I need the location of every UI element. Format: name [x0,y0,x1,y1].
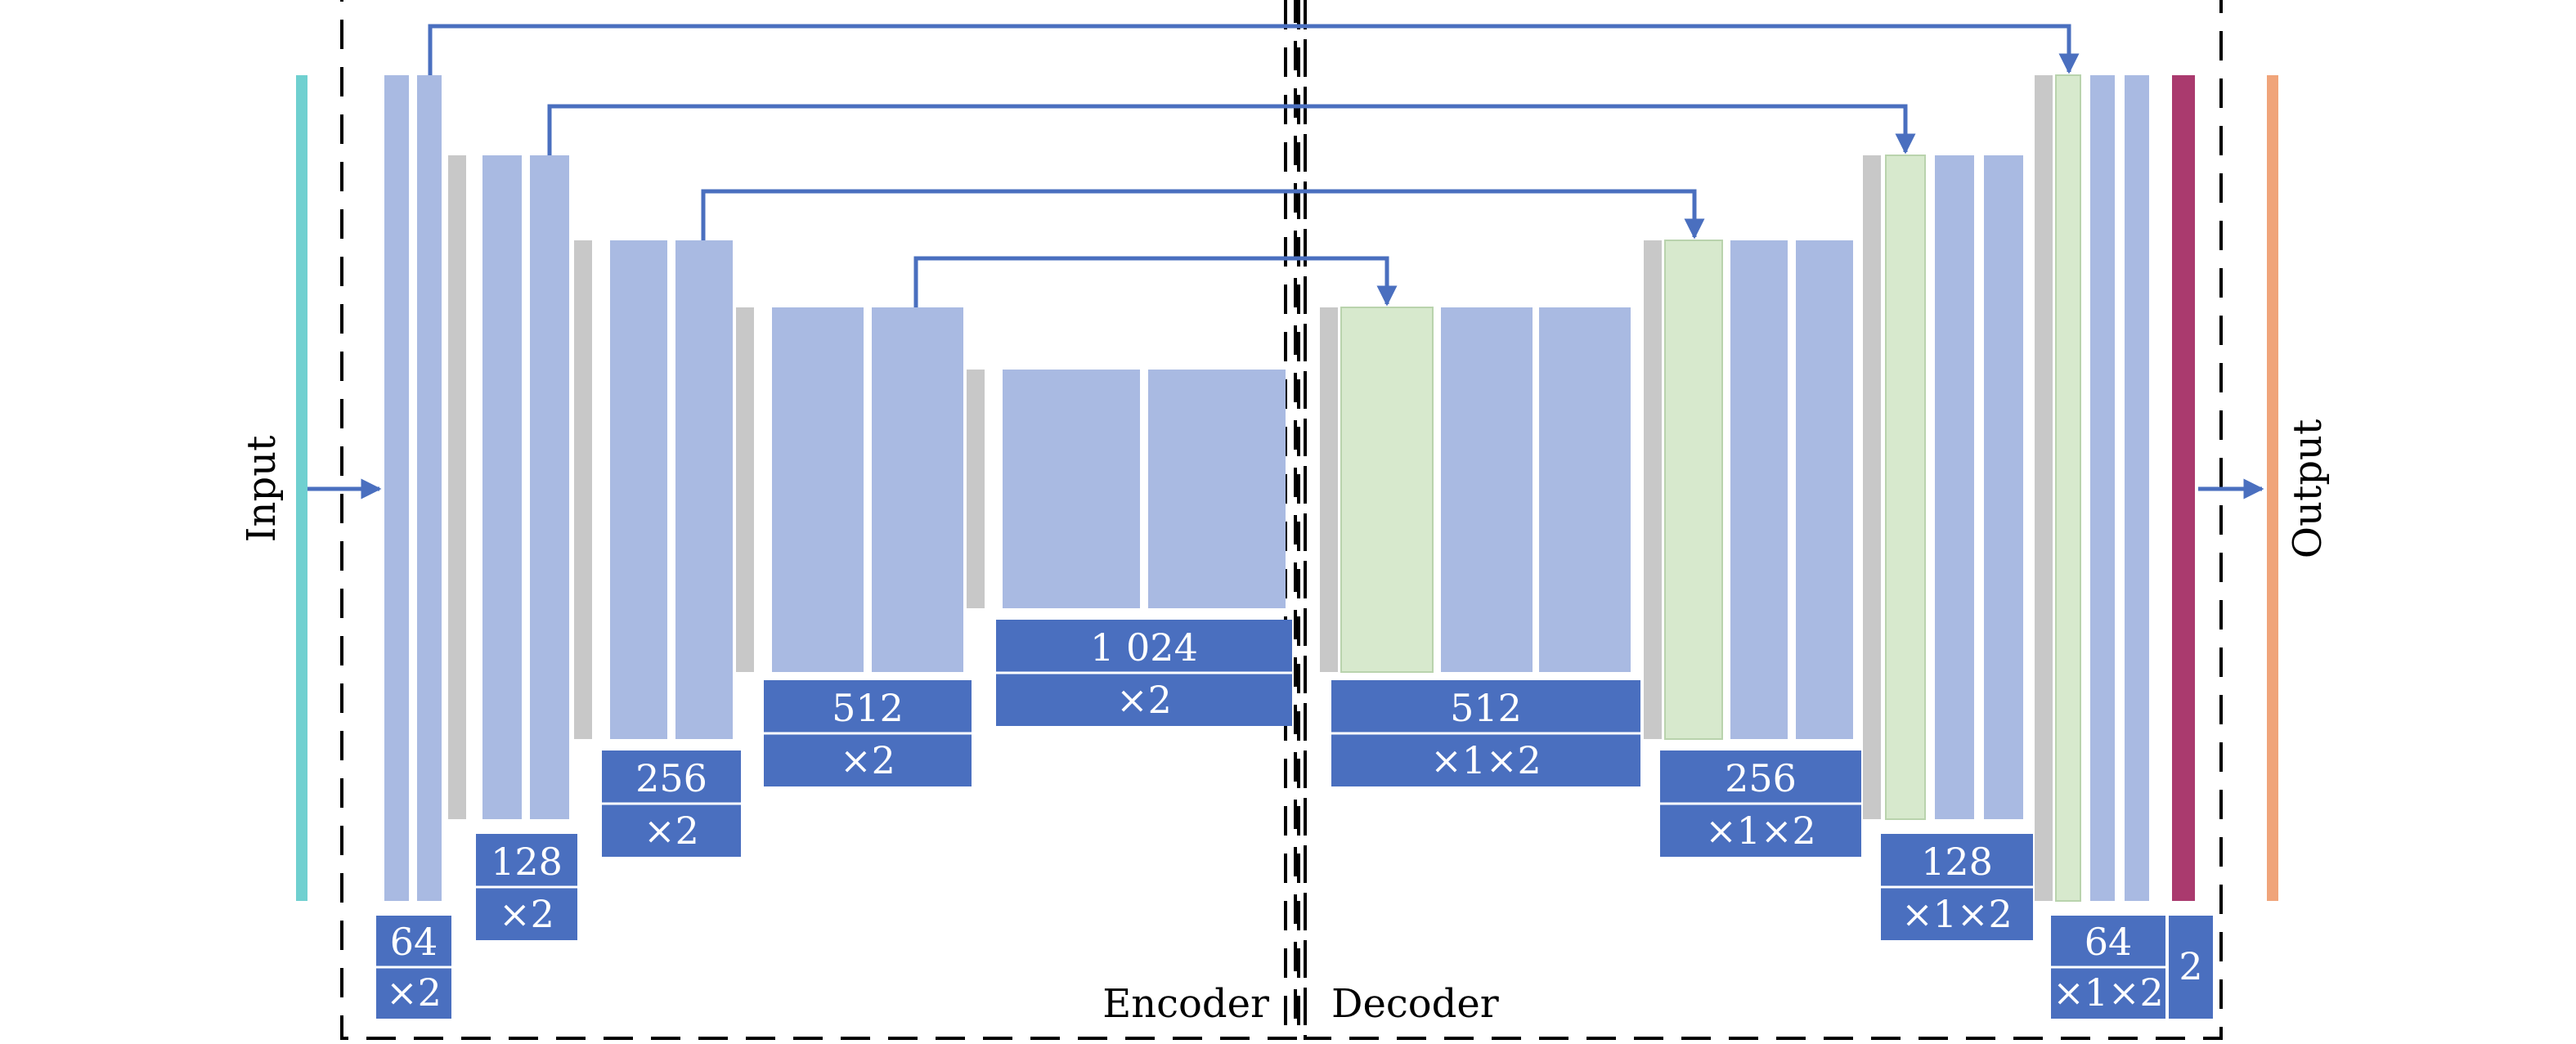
feature-map [675,240,733,739]
feature-map [1935,155,1974,819]
bottleneck-label-1024: 1 024 ×2 [996,620,1292,726]
input-bar [296,75,307,901]
decoder-label-128: 128 ×1×2 [1881,834,2033,940]
feature-map [1730,240,1788,739]
conv-op: ×2 [1116,678,1172,722]
decoder-label-512: 512 ×1×2 [1331,680,1640,786]
skip-connection-arrow [547,104,1916,155]
feature-map [417,75,442,901]
feature-map [2125,75,2149,901]
upsample-bar [1863,155,1881,819]
feature-map [2090,75,2115,901]
upsample-bar [1644,240,1662,739]
encoder-label-128: 128 ×2 [476,834,577,940]
decoder-frame [1304,0,2223,1040]
channel-count: 512 [832,686,904,730]
conv-op: ×2 [386,970,442,1015]
channel-count: 256 [1725,756,1797,800]
conv-op: ×1×2 [2053,970,2164,1015]
pool-bar [448,155,466,819]
pool-bar [736,307,754,672]
encoder-label-64: 64 ×2 [376,916,451,1019]
encoder-label: Encoder [1102,981,1269,1027]
upsample-bar [1320,307,1338,672]
skip-connection-arrow [428,24,2080,75]
channel-count: 64 [390,920,438,964]
feature-map [482,155,522,819]
feature-map [530,155,569,819]
conv-op: ×2 [499,892,554,936]
decoder-label-256: 256 ×1×2 [1660,751,1861,857]
concat-map [1340,307,1434,673]
decoder-label: Decoder [1331,981,1499,1027]
channel-count: 256 [635,756,707,800]
frame-divider [1284,0,1307,1038]
channel-count: 1 024 [1090,625,1198,670]
concat-map [2055,74,2081,902]
channel-count: 128 [1921,840,1993,884]
pool-bar [967,370,985,608]
feature-map [1148,370,1286,608]
feature-map [772,307,864,672]
encoder-frame [340,0,1297,1040]
output-bar [2267,75,2278,901]
final-conv-bar [2172,75,2195,901]
conv-op: ×2 [840,738,895,782]
channel-count: 64 [2085,920,2133,964]
feature-map [1003,370,1140,608]
output-label: Output [2285,419,2331,558]
feature-map [1796,240,1853,739]
conv-op: ×1×2 [1901,892,2013,936]
skip-connection-arrow [701,189,1705,240]
encoder-label-512: 512 ×2 [764,680,972,786]
feature-map [610,240,667,739]
feature-map [872,307,963,672]
concat-map [1885,155,1926,820]
upsample-bar [2035,75,2053,901]
feature-map [1441,307,1533,672]
encoder-label-256: 256 ×2 [602,751,741,857]
skip-connections [428,24,2080,307]
conv-op: ×2 [644,809,699,853]
concat-map [1664,240,1723,740]
channel-count: 128 [491,840,563,884]
decoder-label-64: 64 ×1×2 [2051,916,2165,1019]
channel-count: 512 [1450,686,1522,730]
skip-connection-arrow [913,256,1398,307]
channel-count: 2 [2179,944,2202,988]
conv-op: ×1×2 [1430,738,1542,782]
input-label: Input [239,436,285,543]
final-conv-label: 2 [2169,916,2213,1019]
feature-map [384,75,409,901]
conv-op: ×1×2 [1705,809,1816,853]
pool-bar [574,240,592,739]
feature-map [1984,155,2023,819]
feature-map [1539,307,1631,672]
